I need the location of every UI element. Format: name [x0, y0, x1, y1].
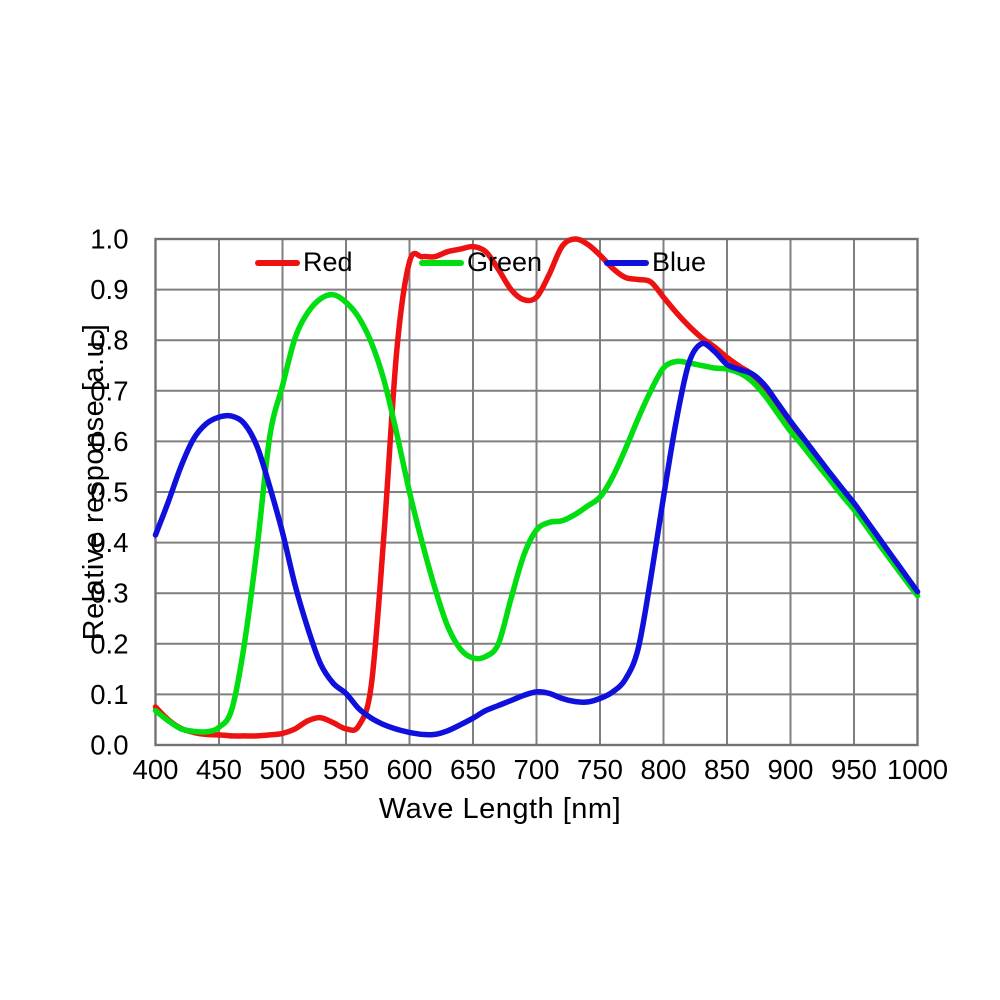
x-tick-label: 800 [641, 754, 687, 785]
y-tick-label: 0.5 [90, 477, 128, 508]
legend-label-blue: Blue [652, 247, 707, 277]
y-tick-label: 0.2 [90, 628, 128, 659]
x-tick-label: 750 [577, 754, 623, 785]
legend-item-blue: Blue [604, 247, 707, 277]
y-tick-label: 0.7 [90, 375, 128, 406]
y-tick-label: 0.8 [90, 325, 128, 356]
x-tick-label: 900 [768, 754, 814, 785]
y-tick-label: 0.6 [90, 426, 128, 457]
y-tick-label: 0.0 [90, 730, 128, 761]
series-curve-blue [152, 340, 921, 738]
x-tick-label: 400 [133, 754, 179, 785]
x-tick-label: 600 [387, 754, 433, 785]
y-tick-label: 0.4 [90, 527, 128, 558]
x-tick-label: 650 [450, 754, 496, 785]
x-tick-label: 1000 [887, 754, 948, 785]
legend-item-green: Green [419, 247, 543, 277]
legend-label-red: Red [303, 247, 353, 277]
legend-swatch [255, 259, 300, 266]
series-curve-green [152, 291, 921, 735]
y-axis-title: Relative response [a.u.] [78, 323, 110, 641]
y-tick-label: 0.9 [90, 274, 128, 305]
y-tick-label: 0.3 [90, 578, 128, 609]
legend-swatch [419, 259, 464, 266]
x-tick-label: 500 [260, 754, 306, 785]
legend-swatch [604, 259, 649, 266]
x-tick-label: 950 [831, 754, 877, 785]
x-tick-label: 550 [323, 754, 369, 785]
y-tick-label: 0.1 [90, 679, 128, 710]
legend-label-green: Green [467, 247, 543, 277]
x-tick-label: 700 [514, 754, 560, 785]
x-axis-title: Wave Length [nm] [378, 793, 622, 825]
x-tick-label: 450 [196, 754, 242, 785]
legend-item-red: Red [255, 247, 353, 277]
plot-frame [154, 237, 919, 747]
x-tick-label: 850 [704, 754, 750, 785]
y-tick-label: 1.0 [90, 224, 128, 255]
